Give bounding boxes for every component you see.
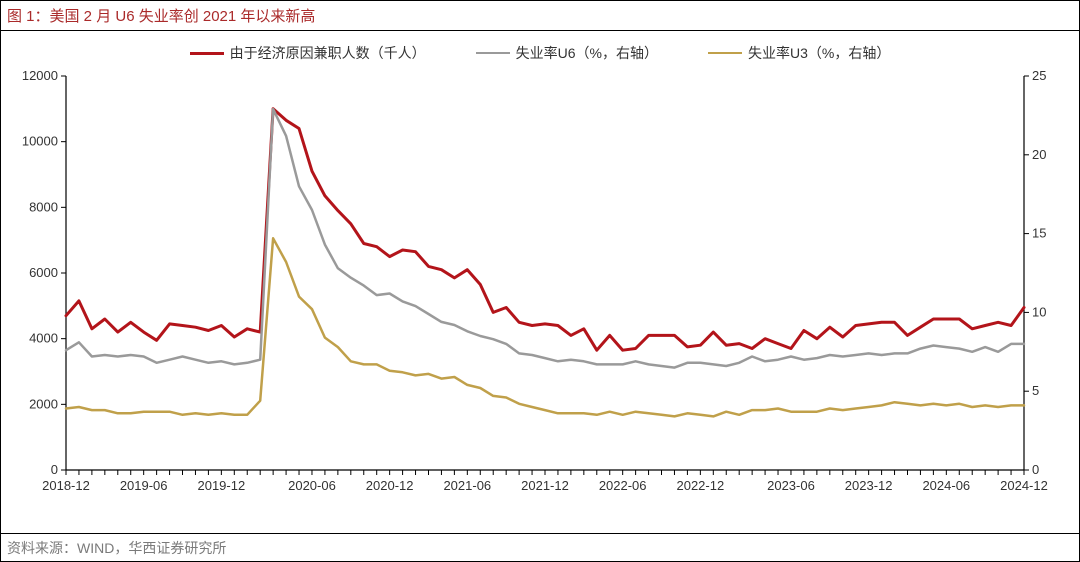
- legend-label-2: 失业率U3（%，右轴）: [748, 43, 890, 63]
- svg-text:10000: 10000: [22, 134, 58, 149]
- svg-text:5: 5: [1032, 383, 1039, 398]
- svg-text:2020-06: 2020-06: [288, 478, 336, 493]
- legend-label-0: 由于经济原因兼职人数（千人）: [230, 43, 426, 63]
- svg-text:2019-12: 2019-12: [197, 478, 245, 493]
- svg-text:2022-06: 2022-06: [599, 478, 647, 493]
- svg-text:12000: 12000: [22, 68, 58, 83]
- svg-text:2024-06: 2024-06: [922, 478, 970, 493]
- chart-legend: 由于经济原因兼职人数（千人） 失业率U6（%，右轴） 失业率U3（%，右轴）: [1, 43, 1079, 63]
- svg-text:2020-12: 2020-12: [366, 478, 414, 493]
- svg-text:0: 0: [51, 462, 58, 477]
- svg-text:4000: 4000: [29, 331, 58, 346]
- svg-text:2024-12: 2024-12: [1000, 478, 1048, 493]
- chart-svg: 0 2000 4000 6000 8000 10000 12000 0 5 10 15 20 25 201…: [1, 31, 1079, 505]
- title-prefix: 图 1：: [7, 8, 50, 25]
- legend-item-2: 失业率U3（%，右轴）: [708, 43, 890, 63]
- svg-text:2022-12: 2022-12: [676, 478, 724, 493]
- svg-text:15: 15: [1032, 226, 1046, 241]
- svg-text:0: 0: [1032, 462, 1039, 477]
- svg-text:8000: 8000: [29, 199, 58, 214]
- svg-text:2023-12: 2023-12: [845, 478, 893, 493]
- figure-container: 图 1：美国 2 月 U6 失业率创 2021 年以来新高 由于经济原因兼职人数…: [0, 0, 1080, 562]
- svg-text:2023-06: 2023-06: [767, 478, 815, 493]
- legend-swatch-0: [190, 52, 224, 55]
- legend-item-1: 失业率U6（%，右轴）: [476, 43, 658, 63]
- legend-item-0: 由于经济原因兼职人数（千人）: [190, 43, 426, 63]
- svg-text:20: 20: [1032, 147, 1046, 162]
- source-row: 资料来源：WIND，华西证券研究所: [1, 533, 1079, 561]
- svg-text:2021-06: 2021-06: [443, 478, 491, 493]
- legend-swatch-1: [476, 52, 510, 55]
- svg-text:10: 10: [1032, 304, 1046, 319]
- svg-text:2019-06: 2019-06: [120, 478, 168, 493]
- source-text: 资料来源：WIND，华西证券研究所: [7, 538, 226, 558]
- svg-text:25: 25: [1032, 68, 1046, 83]
- svg-text:2018-12: 2018-12: [42, 478, 90, 493]
- legend-label-1: 失业率U6（%，右轴）: [516, 43, 658, 63]
- svg-text:6000: 6000: [29, 265, 58, 280]
- svg-text:2021-12: 2021-12: [521, 478, 569, 493]
- chart-area: 由于经济原因兼职人数（千人） 失业率U6（%，右轴） 失业率U3（%，右轴） 0…: [1, 31, 1079, 533]
- figure-title: 图 1：美国 2 月 U6 失业率创 2021 年以来新高: [7, 5, 315, 26]
- title-main: 美国 2 月 U6 失业率创 2021 年以来新高: [50, 8, 316, 25]
- legend-swatch-2: [708, 52, 742, 55]
- svg-text:2000: 2000: [29, 396, 58, 411]
- figure-title-row: 图 1：美国 2 月 U6 失业率创 2021 年以来新高: [1, 1, 1079, 31]
